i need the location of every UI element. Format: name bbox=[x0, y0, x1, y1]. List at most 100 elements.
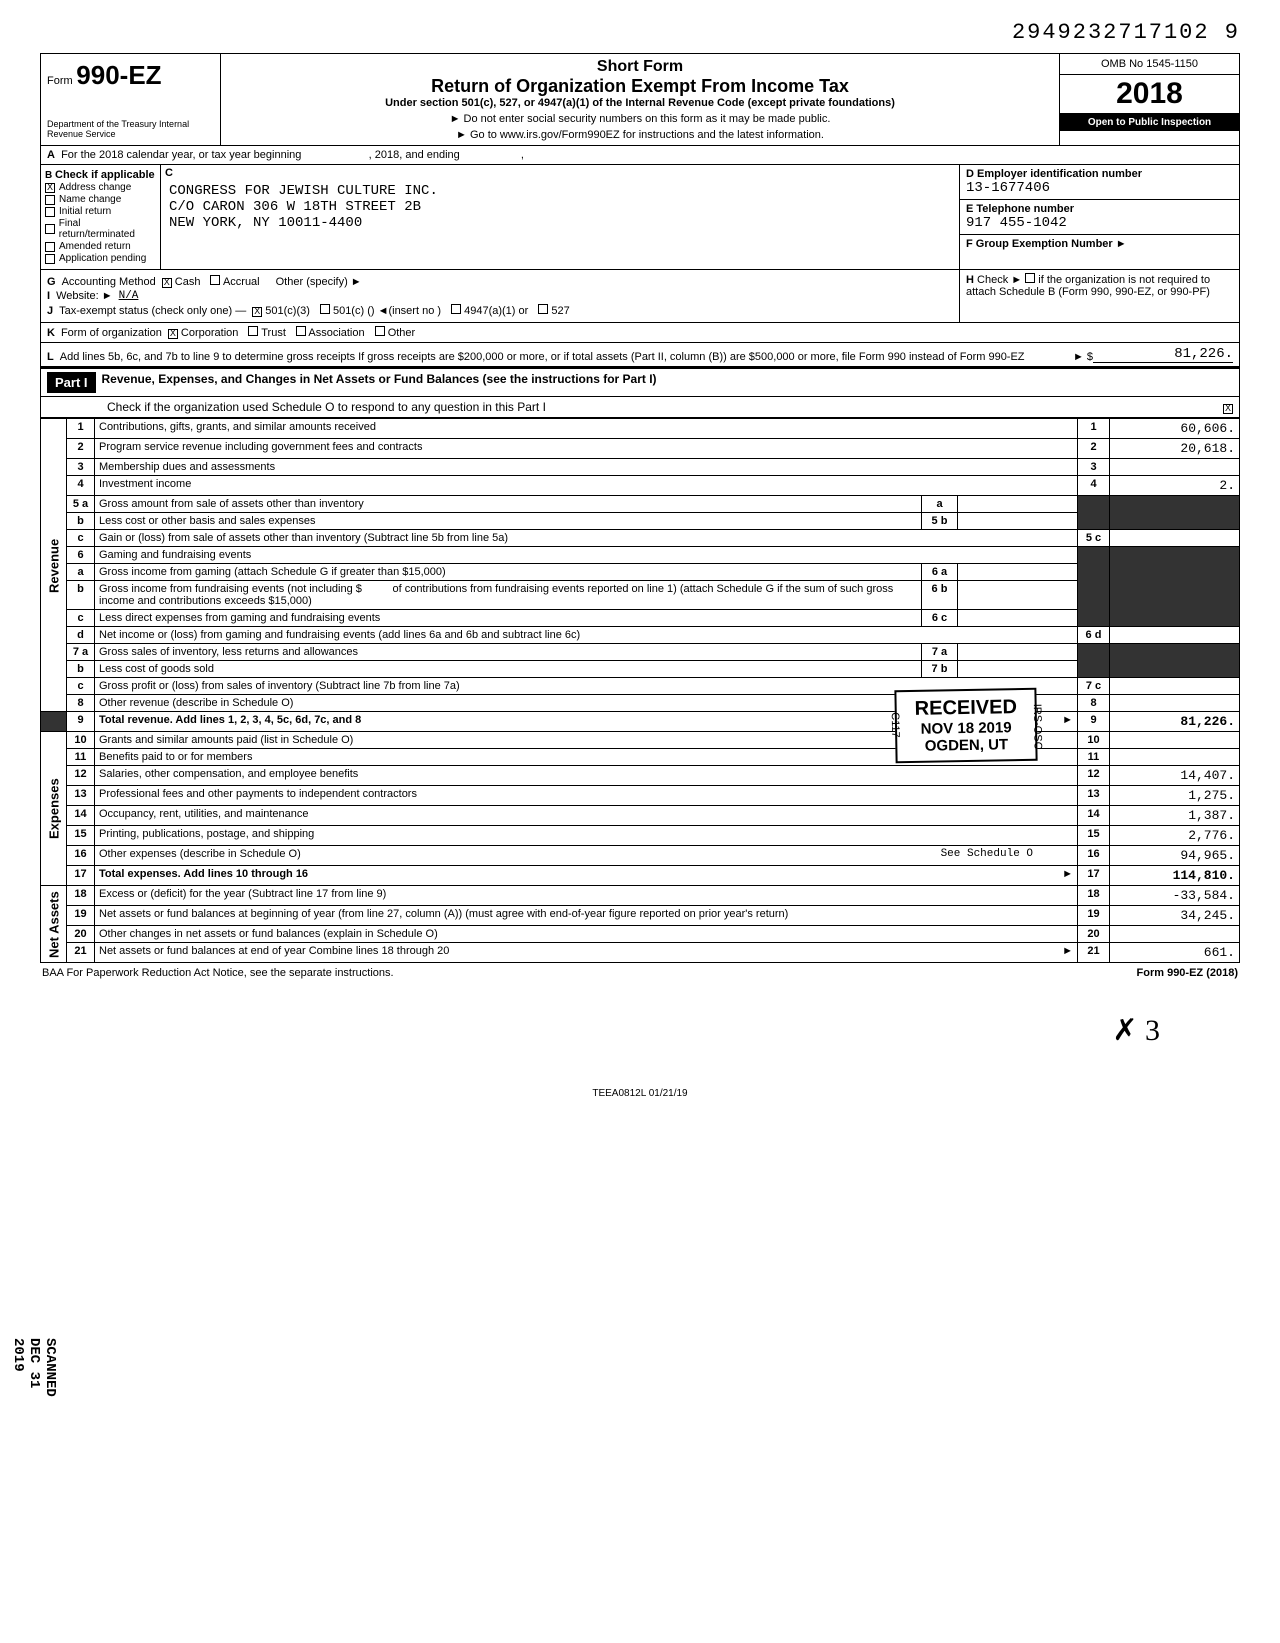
line20-num: 20 bbox=[67, 926, 95, 943]
checkbox[interactable]: X bbox=[168, 329, 178, 339]
open-public-badge: Open to Public Inspection bbox=[1060, 114, 1239, 131]
line13-desc: Professional fees and other payments to … bbox=[95, 786, 1078, 806]
table-row: 3 Membership dues and assessments 3 bbox=[41, 459, 1240, 476]
checkbox[interactable] bbox=[45, 207, 55, 217]
line19-num: 19 bbox=[67, 906, 95, 926]
section-kl: K Form of organization X Corporation Tru… bbox=[40, 323, 1240, 368]
stamp-date: NOV 18 2019 bbox=[915, 719, 1018, 738]
line6b-desc: Gross income from fundraising events (no… bbox=[95, 581, 922, 610]
revenue-side-label: Revenue bbox=[41, 419, 67, 712]
line6c-desc: Less direct expenses from gaming and fun… bbox=[95, 610, 922, 627]
checkbox[interactable]: X bbox=[45, 183, 55, 193]
org-name: CONGRESS FOR JEWISH CULTURE INC. bbox=[169, 183, 951, 199]
line3-amtnum: 3 bbox=[1078, 459, 1110, 476]
option-label: 501(c) () ◄(insert no ) bbox=[333, 305, 441, 317]
line16-amtnum: 16 bbox=[1078, 846, 1110, 866]
line6d-desc: Net income or (loss) from gaming and fun… bbox=[95, 627, 1078, 644]
line16-amt: 94,965. bbox=[1110, 846, 1240, 866]
line7b-num: b bbox=[67, 661, 95, 678]
table-row: d Net income or (loss) from gaming and f… bbox=[41, 627, 1240, 644]
option-label: Accrual bbox=[223, 276, 260, 288]
table-row: 11 Benefits paid to or for members 11 bbox=[41, 749, 1240, 766]
line6d-amt bbox=[1110, 627, 1240, 644]
checkbox[interactable] bbox=[45, 224, 55, 234]
checkbox[interactable] bbox=[375, 326, 385, 336]
table-row: 2 Program service revenue including gove… bbox=[41, 439, 1240, 459]
checkbox-row: Final return/terminated bbox=[45, 218, 156, 240]
checkbox[interactable] bbox=[320, 304, 330, 314]
part1-header-row: Part I Revenue, Expenses, and Changes in… bbox=[40, 368, 1240, 397]
line12-amtnum: 12 bbox=[1078, 766, 1110, 786]
checkbox[interactable] bbox=[296, 326, 306, 336]
part1-checkbox[interactable]: X bbox=[1223, 404, 1233, 414]
line8-desc-cell: Other revenue (describe in Schedule O) R… bbox=[95, 695, 1078, 712]
line9-desc: Total revenue. Add lines 1, 2, 3, 4, 5c,… bbox=[99, 714, 361, 726]
line5a-desc: Gross amount from sale of assets other t… bbox=[95, 496, 922, 513]
line7b-sub: 7 b bbox=[922, 661, 958, 678]
line6a-desc: Gross income from gaming (attach Schedul… bbox=[95, 564, 922, 581]
i-label: I bbox=[47, 290, 50, 302]
table-row: 9 Total revenue. Add lines 1, 2, 3, 4, 5… bbox=[41, 712, 1240, 732]
header-center: Short Form Return of Organization Exempt… bbox=[221, 54, 1059, 145]
checkbox[interactable]: X bbox=[252, 307, 262, 317]
table-row: c Gross profit or (loss) from sales of i… bbox=[41, 678, 1240, 695]
part1-table: Revenue 1 Contributions, gifts, grants, … bbox=[40, 418, 1240, 963]
line18-amt: -33,584. bbox=[1110, 886, 1240, 906]
d-label: D bbox=[966, 168, 974, 180]
shaded-cell bbox=[1110, 547, 1240, 627]
part1-check-row: Check if the organization used Schedule … bbox=[40, 397, 1240, 418]
checkbox-label: Application pending bbox=[59, 253, 146, 264]
checkbox-label: Amended return bbox=[59, 241, 131, 252]
line6d-amtnum: 6 d bbox=[1078, 627, 1110, 644]
checkbox-row: Application pending bbox=[45, 253, 156, 264]
h-checkbox[interactable] bbox=[1025, 273, 1035, 283]
section-def: D Employer identification number 13-1677… bbox=[959, 165, 1239, 269]
table-row: 15 Printing, publications, postage, and … bbox=[41, 826, 1240, 846]
line5a-num: 5 a bbox=[67, 496, 95, 513]
k-label: K bbox=[47, 327, 55, 339]
footer-left: BAA For Paperwork Reduction Act Notice, … bbox=[42, 967, 394, 979]
footer: BAA For Paperwork Reduction Act Notice, … bbox=[40, 963, 1240, 983]
checkbox[interactable] bbox=[45, 195, 55, 205]
form-prefix: Form bbox=[47, 75, 73, 87]
line18-desc: Excess or (deficit) for the year (Subtra… bbox=[95, 886, 1078, 906]
option: X Cash bbox=[162, 276, 201, 288]
section-c-label: C bbox=[165, 167, 173, 179]
line14-amtnum: 14 bbox=[1078, 806, 1110, 826]
option-label: 4947(a)(1) or bbox=[464, 305, 528, 317]
section-d: D Employer identification number 13-1677… bbox=[960, 165, 1239, 200]
line5b-desc: Less cost or other basis and sales expen… bbox=[95, 513, 922, 530]
form-number: 990-EZ bbox=[76, 60, 161, 90]
d-header: Employer identification number bbox=[977, 168, 1142, 180]
header-right: OMB No 1545-1150 2018 Open to Public Ins… bbox=[1059, 54, 1239, 145]
checkbox[interactable] bbox=[538, 304, 548, 314]
line1-amtnum: 1 bbox=[1078, 419, 1110, 439]
option: Accrual bbox=[210, 276, 259, 288]
checkbox[interactable] bbox=[210, 275, 220, 285]
line6d-num: d bbox=[67, 627, 95, 644]
option-label: 501(c)(3) bbox=[265, 305, 310, 317]
checkbox[interactable] bbox=[248, 326, 258, 336]
org-addr1: C/O CARON 306 W 18TH STREET 2B bbox=[169, 199, 951, 215]
table-row: b Less cost or other basis and sales exp… bbox=[41, 513, 1240, 530]
option-label: Corporation bbox=[181, 327, 238, 339]
section-b: B Check if applicable XAddress changeNam… bbox=[41, 165, 161, 269]
line17-amt: 114,810. bbox=[1110, 866, 1240, 886]
checkbox-row: XAddress change bbox=[45, 182, 156, 193]
checkbox[interactable]: X bbox=[162, 278, 172, 288]
line15-amt: 2,776. bbox=[1110, 826, 1240, 846]
line-a-mid: , 2018, and ending bbox=[369, 149, 460, 161]
checkbox[interactable] bbox=[45, 254, 55, 264]
teea-code: TEEA0812L 01/21/19 bbox=[40, 1088, 1240, 1099]
shaded-cell bbox=[41, 712, 67, 732]
option: Trust bbox=[248, 327, 286, 339]
checkbox-label: Name change bbox=[59, 194, 121, 205]
arrow-icon: ► bbox=[1062, 714, 1073, 726]
checkbox[interactable] bbox=[45, 242, 55, 252]
title-short-form: Short Form bbox=[231, 58, 1049, 76]
line1-amt: 60,606. bbox=[1110, 419, 1240, 439]
option: X 501(c)(3) bbox=[252, 305, 310, 317]
stamp-office: OGDEN, UT bbox=[915, 736, 1018, 755]
checkbox[interactable] bbox=[451, 304, 461, 314]
line5c-amtnum: 5 c bbox=[1078, 530, 1110, 547]
